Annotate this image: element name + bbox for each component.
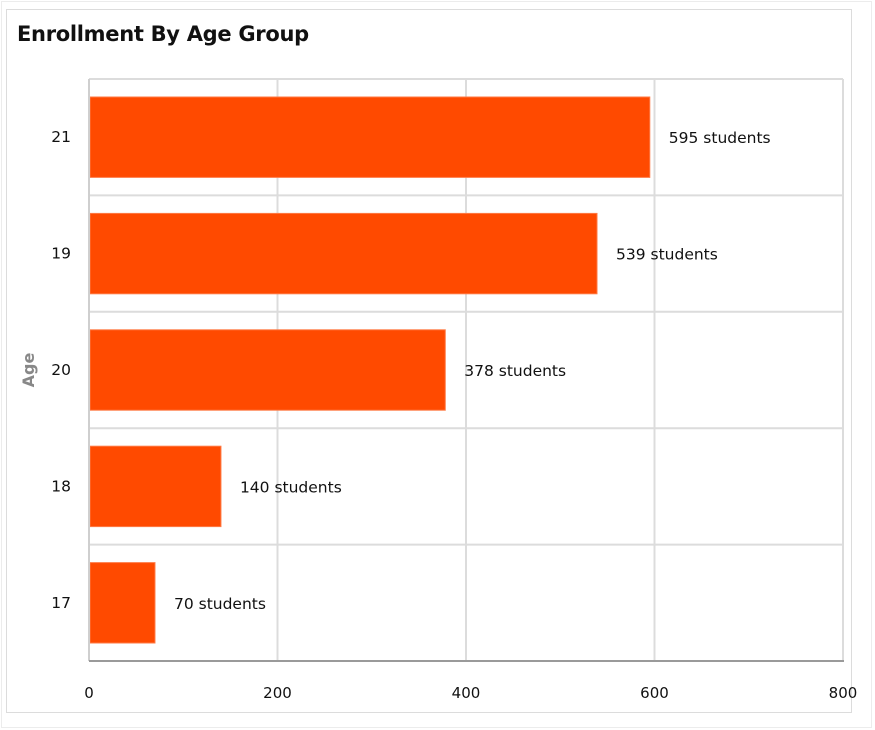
data-label: 539 students [616, 246, 718, 264]
chart-title: Enrollment By Age Group [17, 22, 309, 46]
x-tick-label: 600 [640, 684, 669, 702]
bar [89, 96, 651, 178]
bar [89, 562, 156, 644]
y-tick-label: 18 [51, 477, 71, 495]
y-axis-title: Age [19, 353, 38, 388]
x-tick-label: 800 [829, 684, 858, 702]
y-tick-label: 19 [51, 245, 71, 263]
x-tick-label: 200 [263, 684, 292, 702]
data-label: 70 students [174, 595, 266, 613]
x-tick-label: 0 [84, 684, 94, 702]
y-tick-label: 21 [51, 128, 71, 146]
chart-card [6, 9, 852, 713]
y-tick-label: 20 [51, 361, 71, 379]
x-tick-label: 400 [452, 684, 481, 702]
data-label: 595 students [669, 129, 771, 147]
y-tick-label: 17 [51, 594, 71, 612]
bar [89, 212, 598, 295]
data-label: 140 students [240, 478, 342, 496]
bar [89, 445, 222, 528]
data-label: 378 students [464, 362, 566, 380]
bar [89, 329, 446, 411]
